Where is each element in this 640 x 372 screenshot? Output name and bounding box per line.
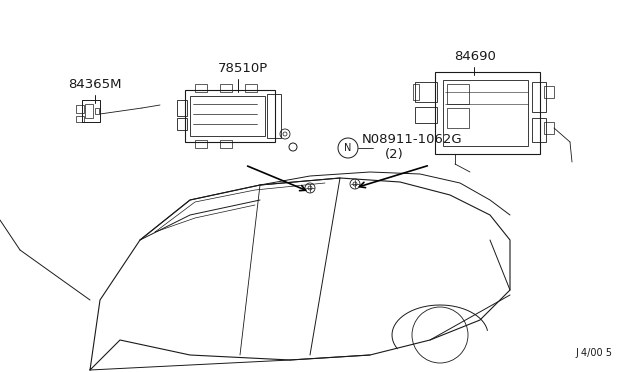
Bar xyxy=(185,90,275,142)
Bar xyxy=(415,82,437,102)
Bar xyxy=(190,96,265,136)
Bar xyxy=(544,122,554,134)
Bar xyxy=(195,84,207,92)
Text: N: N xyxy=(344,143,352,153)
Bar xyxy=(544,86,554,98)
Bar xyxy=(447,84,469,104)
Text: J 4/00 5: J 4/00 5 xyxy=(575,348,612,358)
Bar xyxy=(177,118,187,130)
Text: 84365M: 84365M xyxy=(68,78,122,91)
Bar xyxy=(76,105,84,113)
Text: 78510P: 78510P xyxy=(218,62,268,75)
Bar xyxy=(85,104,93,118)
Bar xyxy=(177,100,187,116)
Bar xyxy=(532,118,546,142)
Bar xyxy=(95,108,99,114)
Bar xyxy=(220,84,232,92)
Text: 84690: 84690 xyxy=(454,50,496,63)
Bar xyxy=(245,84,257,92)
Bar xyxy=(415,107,437,123)
Bar xyxy=(76,116,84,122)
Text: N08911-1062G: N08911-1062G xyxy=(362,133,463,146)
Bar xyxy=(195,140,207,148)
Text: (2): (2) xyxy=(385,148,404,161)
Bar xyxy=(413,84,419,100)
Bar xyxy=(267,94,281,138)
Bar xyxy=(447,108,469,128)
Bar xyxy=(443,80,528,146)
Bar xyxy=(435,72,540,154)
Bar xyxy=(532,82,546,112)
Bar xyxy=(82,100,100,122)
Bar xyxy=(220,140,232,148)
